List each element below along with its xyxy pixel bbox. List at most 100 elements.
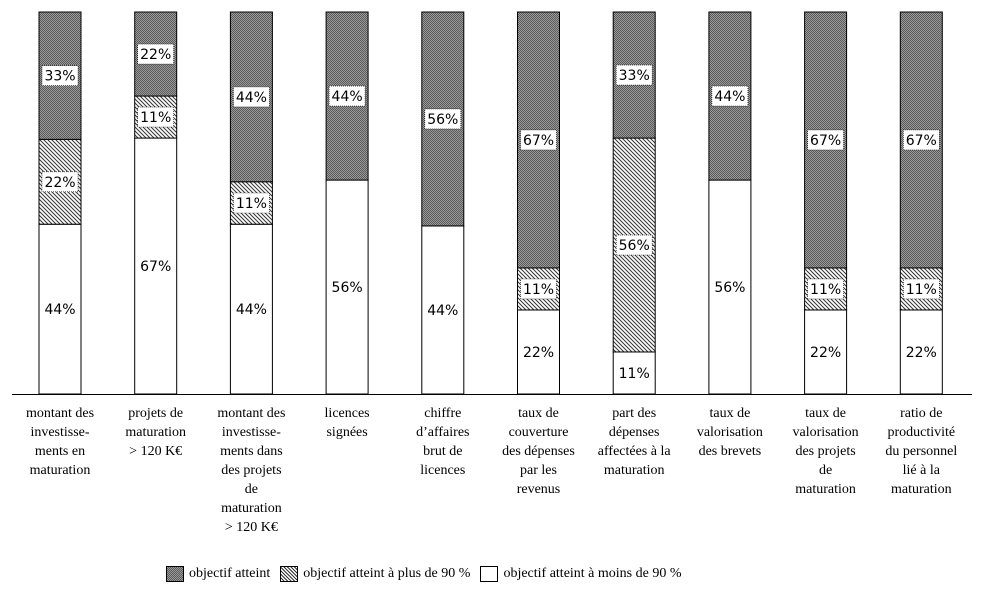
category-label-line: ratio de <box>900 406 943 421</box>
data-label-background <box>41 65 79 86</box>
category-label-line: valorisation <box>792 425 859 440</box>
category-label: montant des investisse-ments dans des proj… <box>203 404 299 537</box>
data-label-background <box>615 64 653 86</box>
data-label: 22% <box>44 175 75 191</box>
data-label: 44% <box>332 89 363 105</box>
data-label: 11% <box>523 282 554 298</box>
category-label-line: montant des <box>25 406 95 421</box>
data-label: 56% <box>619 238 650 254</box>
category-label-line: d’affaires <box>416 425 470 440</box>
category-label-line: des projets <box>221 463 282 478</box>
category-label-line: par les <box>520 463 557 478</box>
data-label-background <box>233 86 270 108</box>
category-label-line: ments en <box>34 444 86 459</box>
data-label-background <box>41 171 79 193</box>
category-label: taux de valorisation des projets de maturati… <box>778 404 874 499</box>
category-label-line: revenus <box>516 482 561 497</box>
category-label: projets de maturation > 120 K€ <box>108 404 204 461</box>
data-label: 67% <box>906 133 937 149</box>
data-label: 67% <box>810 133 841 149</box>
data-label: 22% <box>906 345 937 361</box>
data-label: 22% <box>523 345 554 361</box>
category-label-line: > 120 K€ <box>224 520 278 535</box>
data-label: 44% <box>236 302 267 318</box>
category-label-line: maturation <box>603 463 665 478</box>
category-label-line: ments dans <box>220 444 283 459</box>
category-label-line: taux de <box>709 406 751 421</box>
data-label-background <box>424 108 462 130</box>
data-label: 22% <box>140 47 171 63</box>
category-label-line: maturation <box>795 482 856 497</box>
category-label: taux de valorisation des brevets <box>682 404 778 461</box>
data-label: 11% <box>810 282 841 298</box>
category-label-line: taux de <box>518 406 559 421</box>
legend-swatch <box>166 566 184 582</box>
legend-label: objectif atteint à plus de 90 % <box>303 566 471 581</box>
category-label: taux de couverture des dépenses par les reve… <box>491 404 587 499</box>
bar-segment-white <box>325 179 369 395</box>
data-label: 67% <box>140 259 171 275</box>
legend: objectif atteint objectif atteint à plus … <box>166 566 692 582</box>
data-label-background <box>902 278 940 300</box>
category-label-line: couverture <box>508 425 569 440</box>
legend-item-white: objectif atteint à moins de 90 % <box>480 566 682 582</box>
data-label: 44% <box>236 90 267 106</box>
data-label-background <box>137 106 174 128</box>
category-label: montant des investisse-ments en maturation <box>12 404 108 480</box>
category-label-line: des brevets <box>698 444 762 459</box>
category-label-line: signées <box>326 425 368 440</box>
data-label-background <box>233 192 270 214</box>
category-label-line: des dépenses <box>502 444 575 459</box>
legend-label: objectif atteint à moins de 90 % <box>503 566 682 581</box>
data-label: 56% <box>427 112 458 128</box>
data-label: 11% <box>619 366 650 382</box>
bar-segment-white <box>708 179 752 395</box>
data-label-background <box>711 85 749 107</box>
data-label-background <box>807 278 844 300</box>
data-label-background <box>902 129 940 151</box>
data-label: 11% <box>906 282 937 298</box>
bar-segment-white <box>229 223 273 395</box>
category-label-line: brut de <box>423 444 463 459</box>
bar-segment-white <box>38 223 82 395</box>
category-label-line: maturation <box>29 463 91 478</box>
category-label-line: taux de <box>805 406 846 421</box>
category-label-line: investisse- <box>221 425 281 440</box>
category-label-line: valorisation <box>696 425 763 440</box>
category-label: part des dépenses affectées à la maturation <box>586 404 682 480</box>
legend-item-gray: objectif atteint <box>166 566 270 582</box>
data-label-background <box>615 234 653 256</box>
category-label-line: des projets <box>795 444 856 459</box>
category-label-line: investisse- <box>30 425 90 440</box>
data-label: 33% <box>44 69 75 85</box>
data-label: 11% <box>236 196 267 212</box>
category-label-line: projets de <box>128 406 184 421</box>
category-label-line: lié à la <box>902 463 940 478</box>
data-label: 56% <box>332 280 363 296</box>
category-label-line: maturation <box>125 425 187 440</box>
category-label-line: licences <box>420 463 466 478</box>
legend-swatch <box>480 566 499 582</box>
data-label: 44% <box>714 89 745 105</box>
category-label-line: licences <box>324 406 370 421</box>
data-label: 44% <box>44 302 75 318</box>
data-label: 56% <box>714 280 745 296</box>
data-label-background <box>137 43 174 65</box>
data-label-background <box>520 129 557 151</box>
category-label: chiffre d’affaires brut de licences <box>395 404 491 480</box>
category-label-line: de <box>244 482 258 497</box>
category-label-line: de <box>818 463 833 478</box>
category-label-line: dépenses <box>608 425 660 440</box>
data-label-background <box>520 278 557 300</box>
category-label-line: > 120 K€ <box>129 444 183 459</box>
data-label: 44% <box>427 303 458 319</box>
category-label: licences signées <box>299 404 395 442</box>
legend-swatch <box>280 566 299 582</box>
category-label-line: maturation <box>890 482 952 497</box>
data-label-background <box>328 85 366 107</box>
data-label: 67% <box>523 133 554 149</box>
category-label-line: montant des <box>217 406 286 421</box>
category-label: ratio de productivité du personnel lié à la… <box>873 404 969 499</box>
legend-item-hatch: objectif atteint à plus de 90 % <box>280 566 470 582</box>
